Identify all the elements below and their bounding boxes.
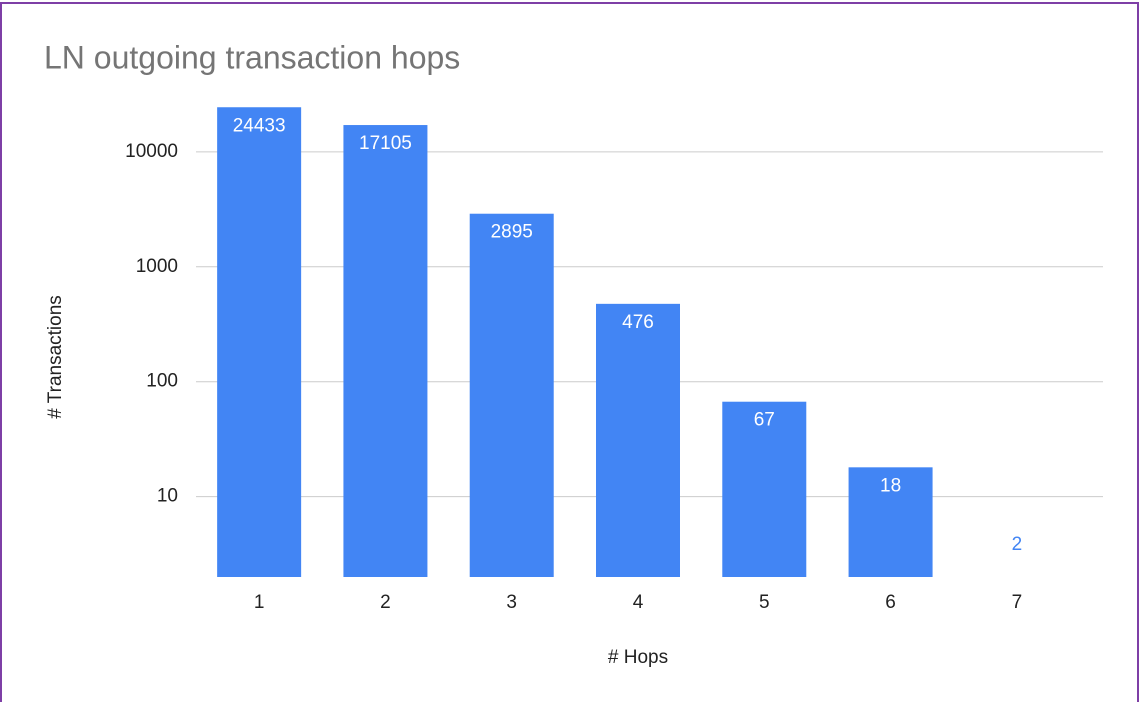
data-label: 24433 — [233, 115, 286, 136]
x-axis-label: # Hops — [608, 647, 668, 668]
bar — [469, 213, 554, 577]
data-label: 2 — [1012, 534, 1023, 555]
data-label: 18 — [880, 475, 901, 496]
y-axis-label: # Transactions — [45, 295, 66, 419]
data-label: 2895 — [491, 222, 533, 243]
x-tick-label: 3 — [506, 592, 517, 613]
y-tick-label: 10 — [157, 486, 178, 507]
x-tick-label: 1 — [254, 592, 265, 613]
bar — [217, 107, 302, 577]
x-tick-label: 2 — [380, 592, 391, 613]
x-tick-label: 4 — [633, 592, 644, 613]
x-tick-label: 5 — [759, 592, 770, 613]
x-tick-label: 7 — [1012, 592, 1023, 613]
bar — [343, 125, 428, 577]
y-tick-label: 100 — [146, 371, 178, 392]
y-tick-label: 1000 — [136, 256, 178, 277]
bar — [596, 303, 680, 577]
data-label: 17105 — [359, 133, 412, 154]
y-tick-label: 10000 — [125, 141, 178, 162]
bar — [848, 467, 933, 577]
data-label: 67 — [754, 410, 775, 431]
bar — [722, 401, 807, 577]
x-tick-label: 6 — [885, 592, 896, 613]
data-label: 476 — [622, 312, 654, 333]
chart-title: LN outgoing transaction hops — [44, 39, 460, 75]
